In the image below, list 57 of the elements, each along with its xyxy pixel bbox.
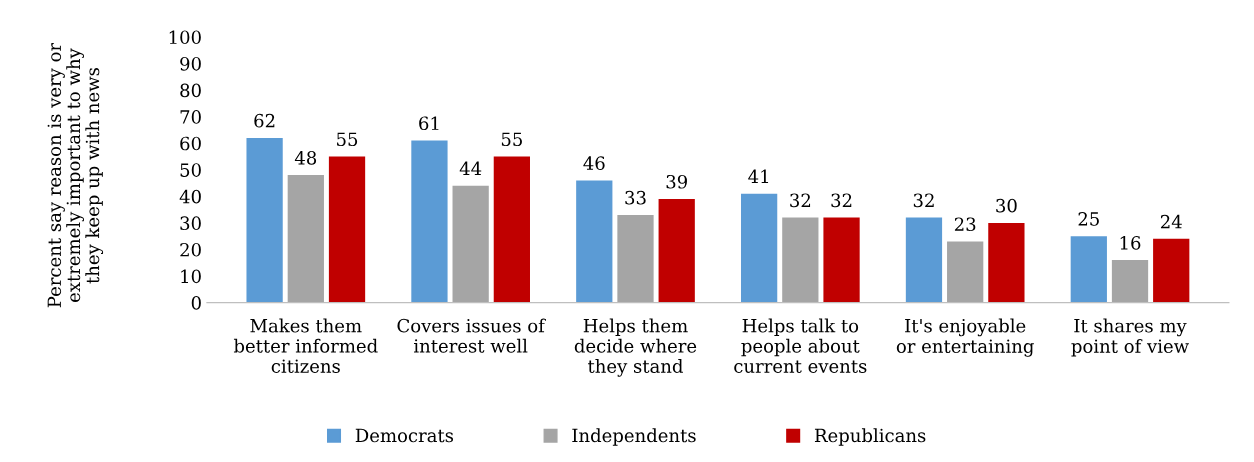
x-tick-label: Helps talk to people about current events xyxy=(734,318,867,373)
y-tick-label: 70 xyxy=(180,110,201,124)
y-tick-label: 20 xyxy=(180,242,201,257)
data-label: 32 xyxy=(913,193,934,208)
legend-label: Democrats xyxy=(355,428,454,443)
bar xyxy=(246,137,283,303)
y-tick-label: 30 xyxy=(180,216,201,231)
bar xyxy=(287,175,324,303)
bar xyxy=(740,193,778,303)
y-tick-label: 100 xyxy=(169,30,201,45)
bar xyxy=(782,217,819,303)
data-label: 55 xyxy=(337,132,358,147)
data-label: 30 xyxy=(996,198,1017,213)
data-label: 48 xyxy=(294,151,317,165)
y-tick-label: 80 xyxy=(180,83,201,98)
data-label: 32 xyxy=(790,193,811,208)
data-label: 24 xyxy=(1160,214,1182,229)
data-label: 23 xyxy=(954,217,976,232)
bar xyxy=(905,217,943,303)
y-axis-title: Percent say reason is very or extremely important to why they keep up with news xyxy=(47,42,104,308)
bar xyxy=(823,217,860,303)
bar xyxy=(411,140,448,303)
y-tick-label: 60 xyxy=(180,136,201,151)
data-label: 25 xyxy=(1078,212,1099,226)
bar xyxy=(576,180,613,303)
data-label: 61 xyxy=(419,116,439,131)
y-tick-label: 40 xyxy=(179,189,201,204)
data-label: 32 xyxy=(831,193,852,208)
bar xyxy=(617,214,654,303)
bar xyxy=(658,199,695,303)
y-tick-label: 90 xyxy=(180,56,201,71)
bar xyxy=(452,185,489,303)
data-label: 55 xyxy=(501,132,522,147)
x-tick-label: Makes them better informed citizens xyxy=(233,318,378,373)
bar xyxy=(493,156,530,303)
data-label: 62 xyxy=(254,113,275,128)
legend-label: Independents xyxy=(572,428,696,446)
bar xyxy=(988,222,1025,303)
y-tick-label: 0 xyxy=(191,296,201,310)
data-label: 46 xyxy=(583,156,605,170)
bar xyxy=(947,241,984,303)
data-label: 39 xyxy=(666,174,687,189)
data-label: 33 xyxy=(625,190,646,205)
y-tick-label: 10 xyxy=(181,269,201,284)
x-tick-label: It shares my point of view xyxy=(1071,318,1189,357)
data-label: 44 xyxy=(459,161,482,176)
y-tick-label: 50 xyxy=(180,163,201,177)
bar xyxy=(328,156,366,303)
legend-label: Republicans xyxy=(814,428,926,446)
x-tick-label: Covers issues of interest well xyxy=(397,318,546,353)
data-label: 41 xyxy=(748,169,769,183)
x-tick-label: It's enjoyable or entertaining xyxy=(896,318,1034,357)
bar xyxy=(1111,260,1149,303)
bar xyxy=(1070,236,1107,303)
data-label: 16 xyxy=(1120,236,1141,250)
bar xyxy=(1153,238,1190,303)
x-tick-label: Helps them decide where they stand xyxy=(574,318,697,377)
